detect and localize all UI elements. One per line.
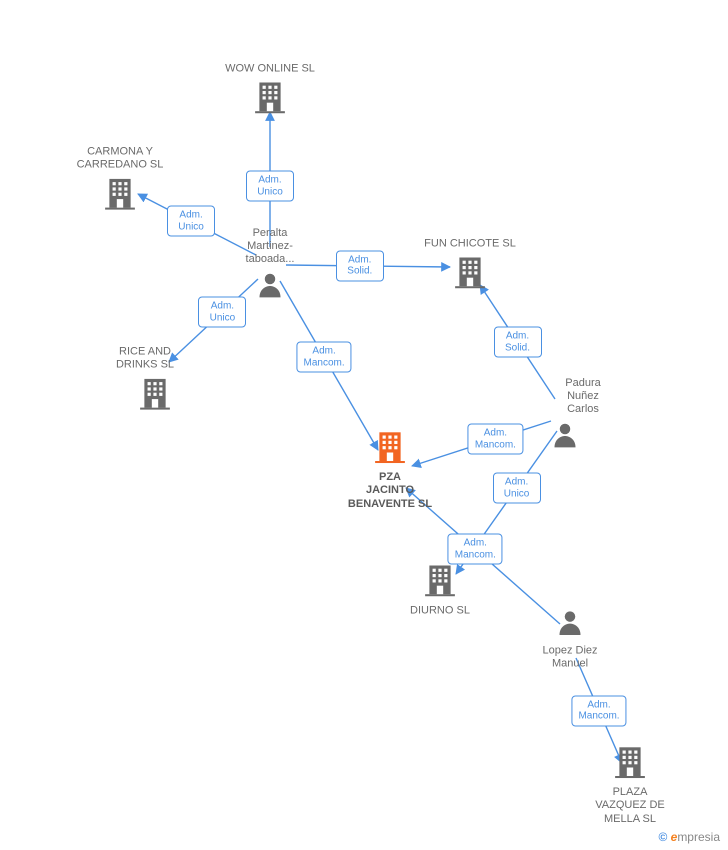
edge-label: Adm. Mancom. xyxy=(468,424,523,455)
edge-label: Adm. Mancom. xyxy=(571,695,626,726)
node-label: PLAZA VAZQUEZ DE MELLA SL xyxy=(575,786,685,826)
copyright: © empresia xyxy=(658,830,720,844)
node-wow: WOW ONLINE SL xyxy=(215,62,325,117)
node-label: CARMONA Y CARREDANO SL xyxy=(65,146,175,172)
building-icon xyxy=(613,744,647,782)
building-icon xyxy=(453,255,487,293)
brand-rest: mpresia xyxy=(677,830,720,844)
edge-label: Adm. Mancom. xyxy=(448,534,503,565)
edge-label: Adm. Unico xyxy=(167,206,215,237)
building-icon xyxy=(103,176,137,214)
building-icon xyxy=(423,562,457,600)
building-icon xyxy=(253,80,287,118)
node-plaza: PLAZA VAZQUEZ DE MELLA SL xyxy=(575,744,685,826)
node-label: Peralta Martinez- taboada... xyxy=(215,227,325,267)
node-label: WOW ONLINE SL xyxy=(215,62,325,75)
node-carmona: CARMONA Y CARREDANO SL xyxy=(65,146,175,215)
node-label: PZA JACINTO BENAVENTE SL xyxy=(335,471,445,511)
edge-label: Adm. Unico xyxy=(198,297,246,328)
edge-label: Adm. Solid. xyxy=(494,327,542,358)
node-label: Lopez Diez Manuel xyxy=(515,645,625,671)
edge-label: Adm. Unico xyxy=(493,473,541,504)
node-diurno: DIURNO SL xyxy=(385,562,495,617)
building-icon xyxy=(373,429,407,467)
person-icon xyxy=(551,421,579,453)
node-pza: PZA JACINTO BENAVENTE SL xyxy=(335,429,445,511)
node-lopez: Lopez Diez Manuel xyxy=(515,609,625,672)
person-icon xyxy=(256,271,284,303)
edge-label: Adm. Unico xyxy=(246,171,294,202)
network-diagram: WOW ONLINE SL CARMONA Y CARREDANO SL Per… xyxy=(0,0,728,850)
person-icon xyxy=(556,609,584,641)
copyright-symbol: © xyxy=(658,830,667,844)
node-fun: FUN CHICOTE SL xyxy=(415,237,525,292)
edge-label: Adm. Mancom. xyxy=(297,342,352,373)
building-icon xyxy=(138,376,172,414)
node-label: Padura Nuñez Carlos xyxy=(528,377,638,417)
node-label: DIURNO SL xyxy=(385,605,495,618)
node-label: RICE AND DRINKS SL xyxy=(90,346,200,372)
node-rice: RICE AND DRINKS SL xyxy=(100,346,210,415)
node-peralta: Peralta Martinez- taboada... xyxy=(215,227,325,303)
node-label: FUN CHICOTE SL xyxy=(415,237,525,250)
edge-label: Adm. Solid. xyxy=(336,250,384,281)
node-padura: Padura Nuñez Carlos xyxy=(510,377,620,453)
